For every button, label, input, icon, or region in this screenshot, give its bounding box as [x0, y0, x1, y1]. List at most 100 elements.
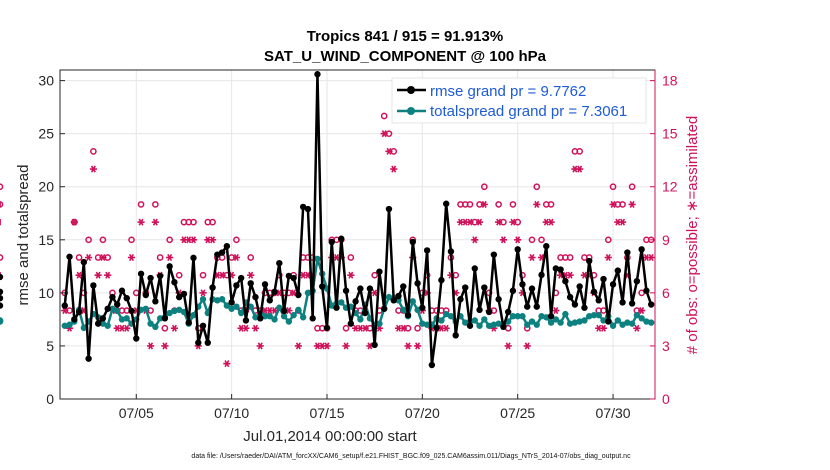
rmse-point: [214, 251, 221, 258]
rmse-point: [156, 272, 164, 280]
totalspread-point: [218, 296, 226, 303]
totalspread-point: [276, 304, 283, 311]
rmse-point: [276, 259, 283, 267]
rmse-point: [643, 287, 650, 294]
obs-assimilated-point: [85, 253, 93, 262]
totalspread-point: [447, 313, 455, 320]
obs-assimilated-point: [576, 165, 584, 173]
rmse-point: [175, 293, 183, 301]
obs-possible-point: [342, 324, 350, 332]
rmse-point: [295, 291, 302, 299]
totalspread-point: [423, 321, 431, 328]
rmse-point: [0, 273, 4, 281]
obs-assimilated-point: [189, 236, 198, 244]
totalspread-point: [114, 307, 121, 315]
obs-assimilated-point: [471, 236, 479, 244]
obs-assimilated-point: [618, 218, 627, 226]
x-axis-label: Jul.01,2014 00:00:00 start: [243, 428, 417, 445]
rmse-point: [171, 279, 178, 286]
rmse-point: [366, 285, 374, 292]
obs-assimilated-point: [385, 147, 393, 155]
obs-assimilated-point: [104, 271, 112, 279]
obs-possible-point: [175, 271, 183, 279]
rmse-point: [586, 257, 593, 265]
rmse-point: [524, 303, 531, 310]
rmse-point: [509, 287, 517, 294]
y-tick-label: 0: [46, 391, 54, 407]
obs-possible-point: [495, 201, 502, 208]
rmse-point: [633, 277, 641, 285]
obs-assimilated-point: [256, 342, 264, 350]
rmse-point: [557, 266, 564, 273]
totalspread-point: [557, 319, 564, 326]
totalspread-point: [0, 318, 4, 325]
obs-assimilated-point: [242, 324, 250, 332]
totalspread-point: [261, 313, 269, 320]
obs-possible-point: [628, 183, 636, 191]
totalspread-point: [586, 313, 593, 320]
x-tick-label: 07/25: [500, 405, 535, 421]
totalspread-point: [237, 309, 245, 317]
rmse-point: [543, 242, 550, 250]
totalspread-point: [490, 321, 498, 328]
rmse-point: [500, 323, 507, 331]
rmse-point: [619, 299, 626, 306]
obs-assimilated-point: [499, 236, 507, 244]
rmse-point: [361, 309, 369, 317]
obs-possible-point: [371, 271, 379, 279]
obs-assimilated-point: [604, 253, 612, 262]
totalspread-point: [328, 302, 335, 309]
y-right-tick-label: 6: [662, 285, 670, 301]
totalspread-point: [538, 313, 545, 320]
obs-possible-point: [480, 183, 488, 191]
legend-spread-marker: [407, 107, 415, 115]
rmse-point: [471, 265, 478, 272]
obs-assimilated-point: [223, 360, 231, 368]
rmse-point: [104, 305, 111, 312]
rmse-point: [600, 275, 607, 283]
totalspread-point: [633, 311, 641, 319]
x-tick-label: 07/15: [309, 405, 344, 421]
footnote: data file: /Users/raeder/DAI/ATM_forcXX/…: [191, 453, 631, 460]
rmse-point: [180, 290, 188, 298]
totalspread-point: [595, 311, 602, 319]
rmse-point: [380, 305, 388, 312]
rmse-point: [71, 316, 78, 323]
obs-assimilated-point: [628, 200, 636, 208]
rmse-point: [414, 280, 421, 287]
rmse-point: [338, 235, 345, 242]
obs-assimilated-point: [514, 236, 522, 244]
rmse-point: [319, 283, 326, 290]
obs-possible-point: [99, 236, 107, 244]
totalspread-point: [614, 317, 622, 324]
totalspread-point: [576, 318, 583, 325]
obs-assimilated-point: [638, 307, 646, 315]
rmse-point: [114, 301, 121, 308]
rmse-point: [404, 311, 412, 319]
totalspread-point: [600, 317, 607, 324]
obs-assimilated-point: [466, 218, 474, 226]
rmse-point: [376, 268, 383, 275]
obs-assimilated-point: [166, 253, 174, 262]
totalspread-point: [285, 318, 293, 325]
rmse-point: [123, 294, 130, 302]
rmse-series: [0, 71, 655, 369]
obs-assimilated-point: [170, 324, 179, 332]
obs-assimilated-point: [247, 271, 255, 279]
rmse-point: [314, 71, 321, 78]
rmse-point: [571, 301, 579, 308]
rmse-point: [581, 304, 588, 311]
rmse-point: [133, 335, 140, 342]
totalspread-point: [481, 316, 488, 323]
rmse-point: [428, 361, 436, 369]
obs-assimilated-point: [404, 342, 412, 350]
rmse-point: [304, 205, 312, 213]
rmse-point: [285, 272, 293, 280]
obs-assimilated-point: [475, 218, 484, 226]
obs-assimilated-point: [547, 218, 555, 226]
obs-assimilated-point: [123, 324, 131, 332]
rmse-point: [247, 280, 254, 287]
rmse-point: [185, 319, 192, 326]
rmse-point: [161, 315, 169, 322]
rmse-point: [94, 320, 102, 327]
